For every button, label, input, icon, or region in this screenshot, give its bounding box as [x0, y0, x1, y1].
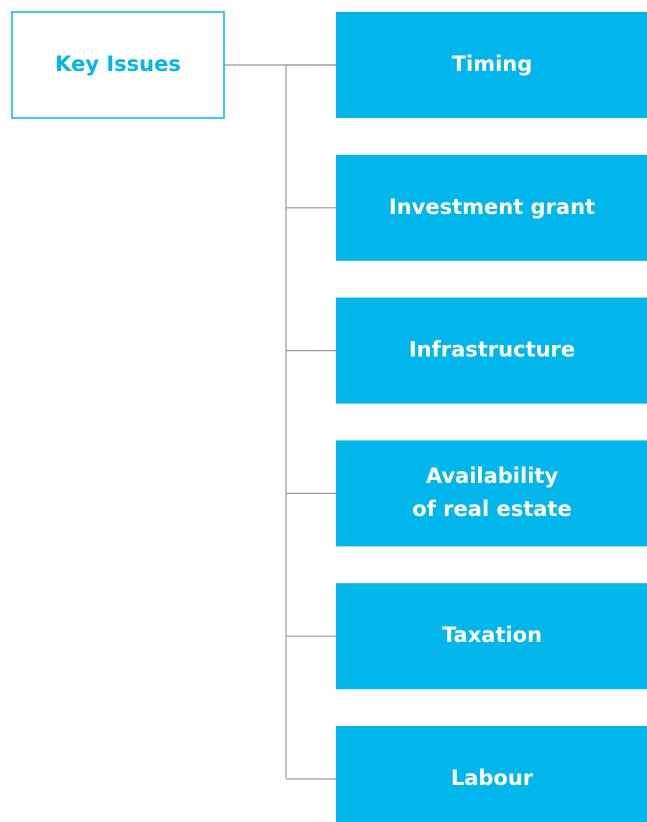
- root-label: Key Issues: [55, 52, 181, 76]
- node-box: [336, 583, 647, 690]
- root-box: [11, 11, 225, 119]
- node-label: Timing: [452, 52, 533, 76]
- node-label: Infrastructure: [409, 338, 575, 362]
- node-label: of real estate: [412, 497, 571, 521]
- node-box: [336, 440, 647, 547]
- node-box: [336, 12, 647, 118]
- node-label: Taxation: [442, 623, 542, 647]
- node-label: Investment grant: [389, 195, 595, 219]
- node-label: Labour: [451, 766, 534, 790]
- node-box: [336, 726, 647, 822]
- node-label: Availability: [426, 464, 559, 488]
- node-box: [336, 154, 647, 261]
- node-box: [336, 297, 647, 404]
